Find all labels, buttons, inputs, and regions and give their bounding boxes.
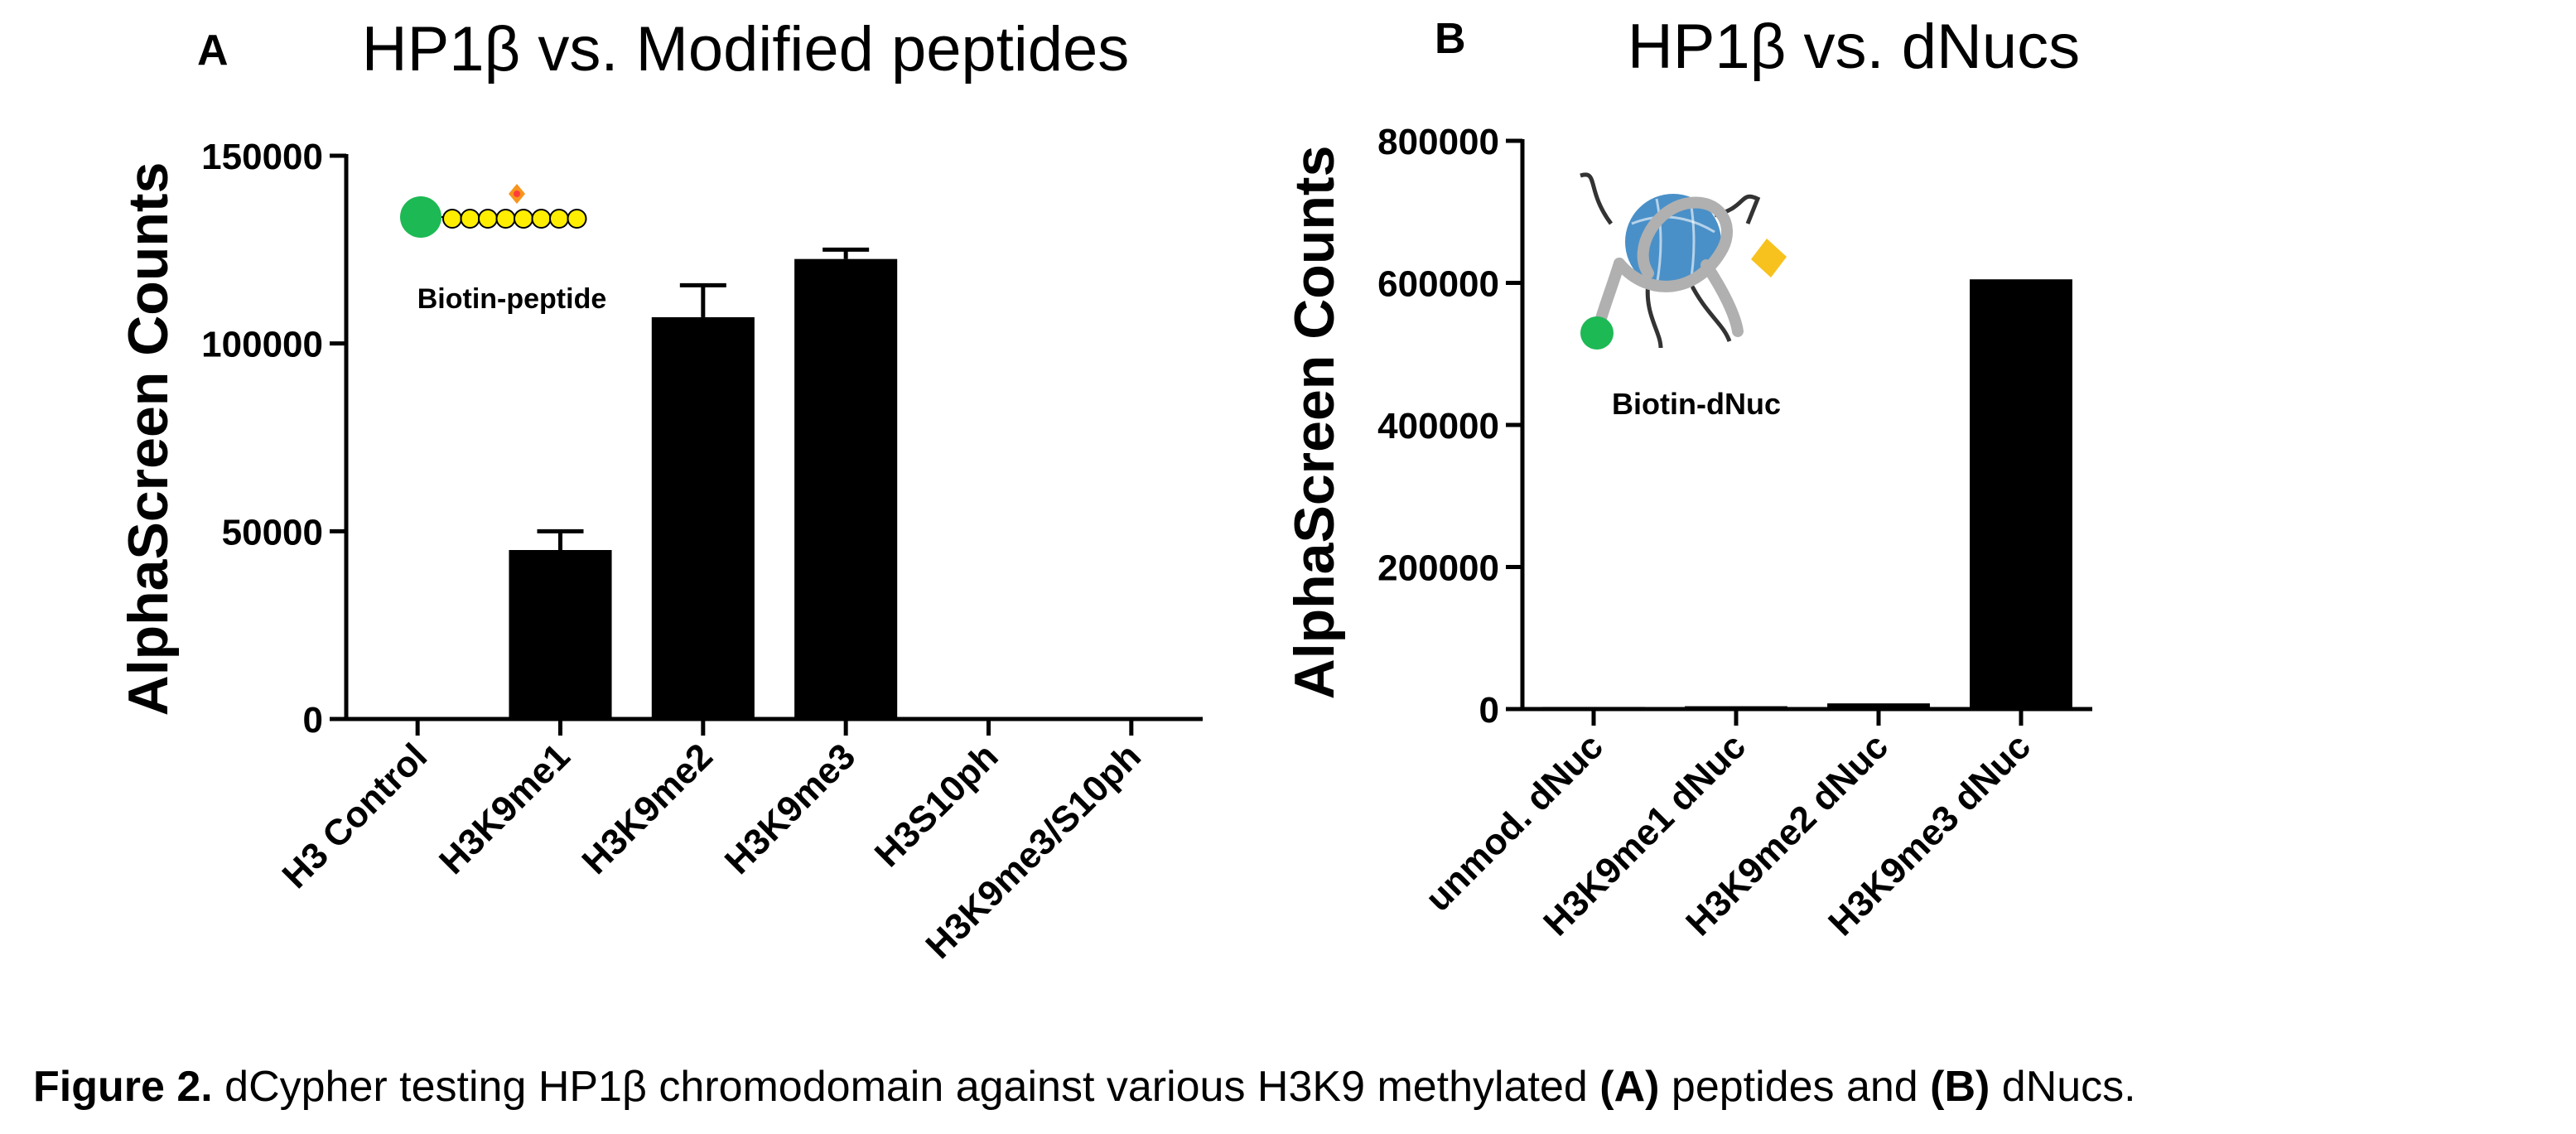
panel-a-y-tick-labels: 0 50000 100000 150000 (201, 137, 323, 741)
caption-text-3: dNucs. (1990, 1063, 2136, 1111)
bar (366, 717, 470, 720)
panel-b-letter: B (1435, 15, 1466, 63)
x-tick-label: H3 Control (275, 736, 436, 896)
y-tick-label: 800000 (1377, 122, 1499, 162)
biotin-peptide-icon (400, 184, 587, 238)
x-tick-label: H3K9me3 (717, 736, 863, 881)
y-tick-label: 600000 (1377, 264, 1499, 305)
biotin-dnuc-icon (1580, 172, 1787, 350)
bar (1827, 703, 1930, 709)
caption-panel-a-ref: (A) (1599, 1063, 1660, 1111)
panel-b-inset-label: Biotin-dNuc (1612, 387, 1781, 421)
panel-b-title: HP1β vs. dNucs (1628, 12, 2080, 82)
caption-text-2: peptides and (1659, 1063, 1931, 1111)
caption-panel-b-ref: (B) (1930, 1063, 1990, 1111)
x-tick-label: H3K9me1 (432, 736, 577, 881)
y-tick-label: 0 (1479, 690, 1499, 731)
y-tick-label: 400000 (1377, 406, 1499, 446)
bar (1970, 279, 2072, 709)
panel-b-y-tick-labels: 0 200000 400000 600000 800000 (1377, 122, 1499, 731)
panel-a-letter: A (197, 27, 229, 75)
bar (509, 550, 612, 719)
panel-a-inset-label: Biotin-peptide (417, 283, 607, 315)
panel-a-bars (366, 247, 1183, 720)
panel-b-bars (1542, 279, 2072, 710)
panel-a: A HP1β vs. Modified peptides AlphaScreen… (117, 14, 1203, 967)
x-tick-label: H3K9me2 (574, 736, 720, 881)
caption-text-1: dCypher testing HP1β chromodomain agains… (212, 1063, 1600, 1111)
bar (651, 316, 755, 719)
x-tick-label: H3S10ph (867, 736, 1006, 875)
bar (794, 258, 898, 720)
y-tick-label: 150000 (201, 137, 323, 177)
y-tick-label: 200000 (1377, 548, 1499, 589)
panel-b-y-axis-label: AlphaScreen Counts (1283, 146, 1346, 700)
panel-a-title: HP1β vs. Modified peptides (362, 14, 1130, 84)
figure-caption: Figure 2. dCypher testing HP1β chromodom… (33, 1062, 2551, 1112)
y-tick-label: 50000 (222, 512, 323, 553)
bar (1079, 717, 1183, 720)
bar (937, 717, 1040, 720)
caption-figure-number: Figure 2. (33, 1063, 213, 1111)
bar (1685, 706, 1787, 709)
bar (1542, 707, 1645, 710)
panel-b: B HP1β vs. dNucs AlphaScreen Counts unmo… (1283, 12, 2092, 943)
panel-a-axes (330, 153, 1203, 736)
panel-a-y-axis-label: AlphaScreen Counts (117, 162, 180, 717)
y-tick-label: 100000 (201, 325, 323, 365)
y-tick-label: 0 (303, 700, 323, 741)
